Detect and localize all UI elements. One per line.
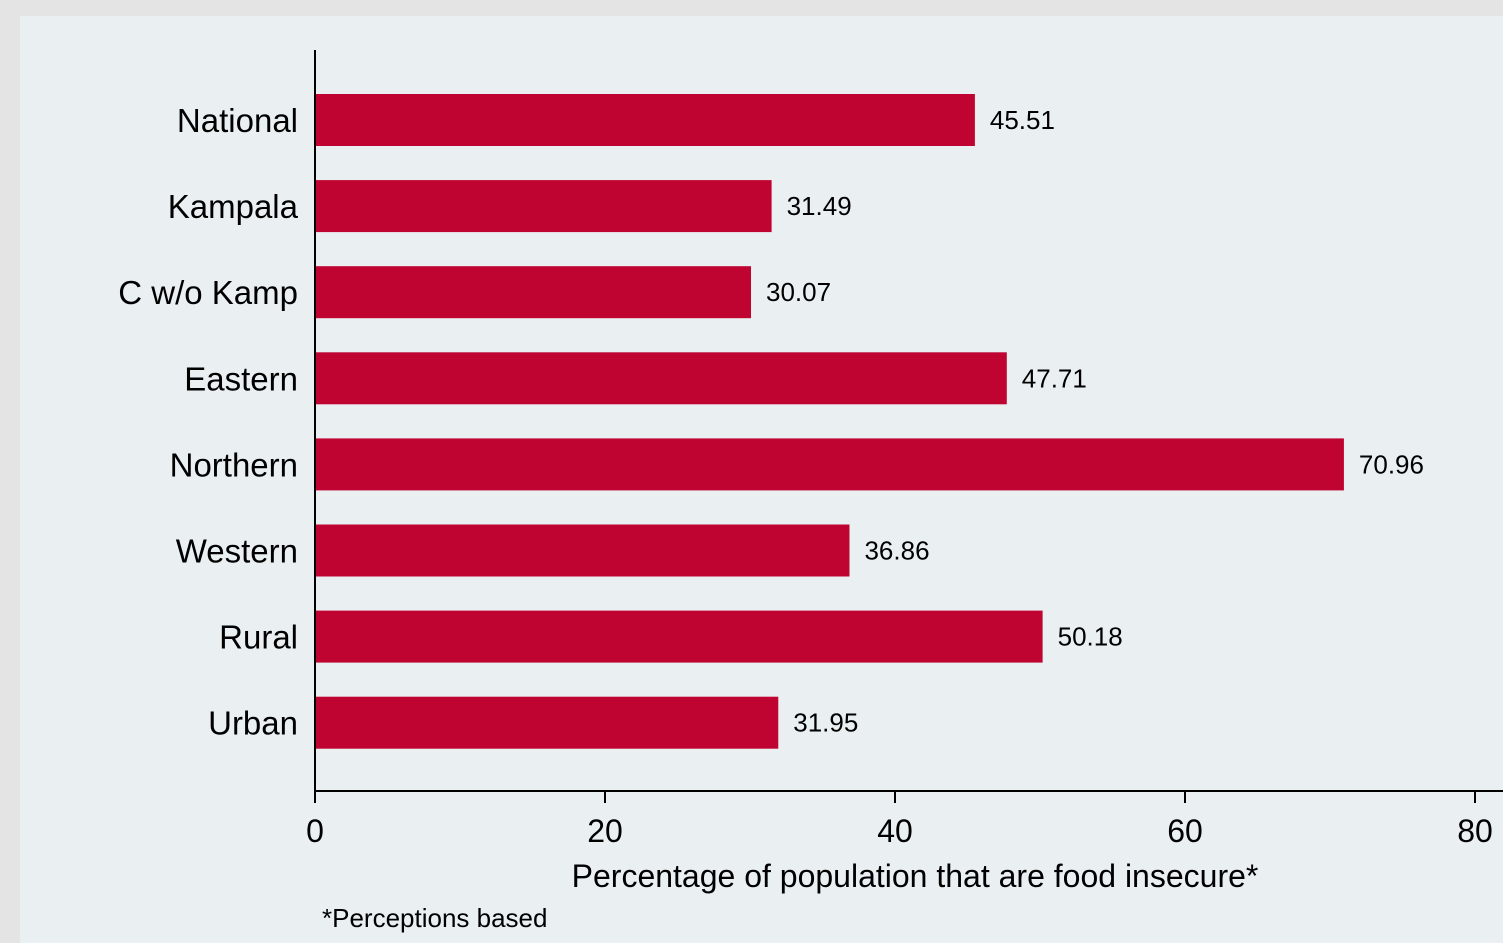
- bar-rural: [315, 610, 1043, 663]
- value-label-national: 45.51: [990, 105, 1055, 135]
- category-label-c-w-o-kamp: C w/o Kamp: [118, 274, 298, 311]
- value-label-rural: 50.18: [1058, 622, 1123, 652]
- category-label-western: Western: [176, 533, 298, 570]
- category-label-rural: Rural: [219, 619, 298, 656]
- category-label-kampala: Kampala: [168, 188, 299, 225]
- bars-group: [315, 94, 1344, 749]
- bar-western: [315, 524, 850, 577]
- x-tick-label-40: 40: [877, 813, 913, 849]
- labels-group: National 45.51 Kampala 31.49 C w/o Kamp 30.07…: [118, 102, 1424, 742]
- value-label-western: 36.86: [864, 536, 929, 566]
- value-label-kampala: 31.49: [787, 191, 852, 221]
- category-label-northern: Northern: [170, 446, 298, 483]
- bar-eastern: [315, 352, 1007, 405]
- value-label-northern: 70.96: [1359, 449, 1424, 479]
- value-label-urban: 31.95: [793, 708, 858, 738]
- x-axis-title: Percentage of population that are food i…: [572, 858, 1259, 894]
- bar-northern: [315, 438, 1344, 491]
- bar-urban: [315, 696, 779, 749]
- x-ticks-group: 0 20 40 60 80: [306, 791, 1493, 849]
- x-tick-label-80: 80: [1457, 813, 1493, 849]
- bar-kampala: [315, 180, 772, 233]
- bar-national: [315, 94, 975, 146]
- value-label-c-w-o-kamp: 30.07: [766, 277, 831, 307]
- category-label-national: National: [177, 102, 298, 139]
- category-label-urban: Urban: [208, 705, 298, 742]
- x-tick-label-0: 0: [306, 813, 324, 849]
- value-label-eastern: 47.71: [1022, 363, 1087, 393]
- x-tick-label-60: 60: [1167, 813, 1203, 849]
- x-tick-label-20: 20: [587, 813, 623, 849]
- footnote: *Perceptions based: [322, 903, 547, 933]
- category-label-eastern: Eastern: [184, 360, 298, 397]
- bar-c-w-o-kamp: [315, 266, 752, 319]
